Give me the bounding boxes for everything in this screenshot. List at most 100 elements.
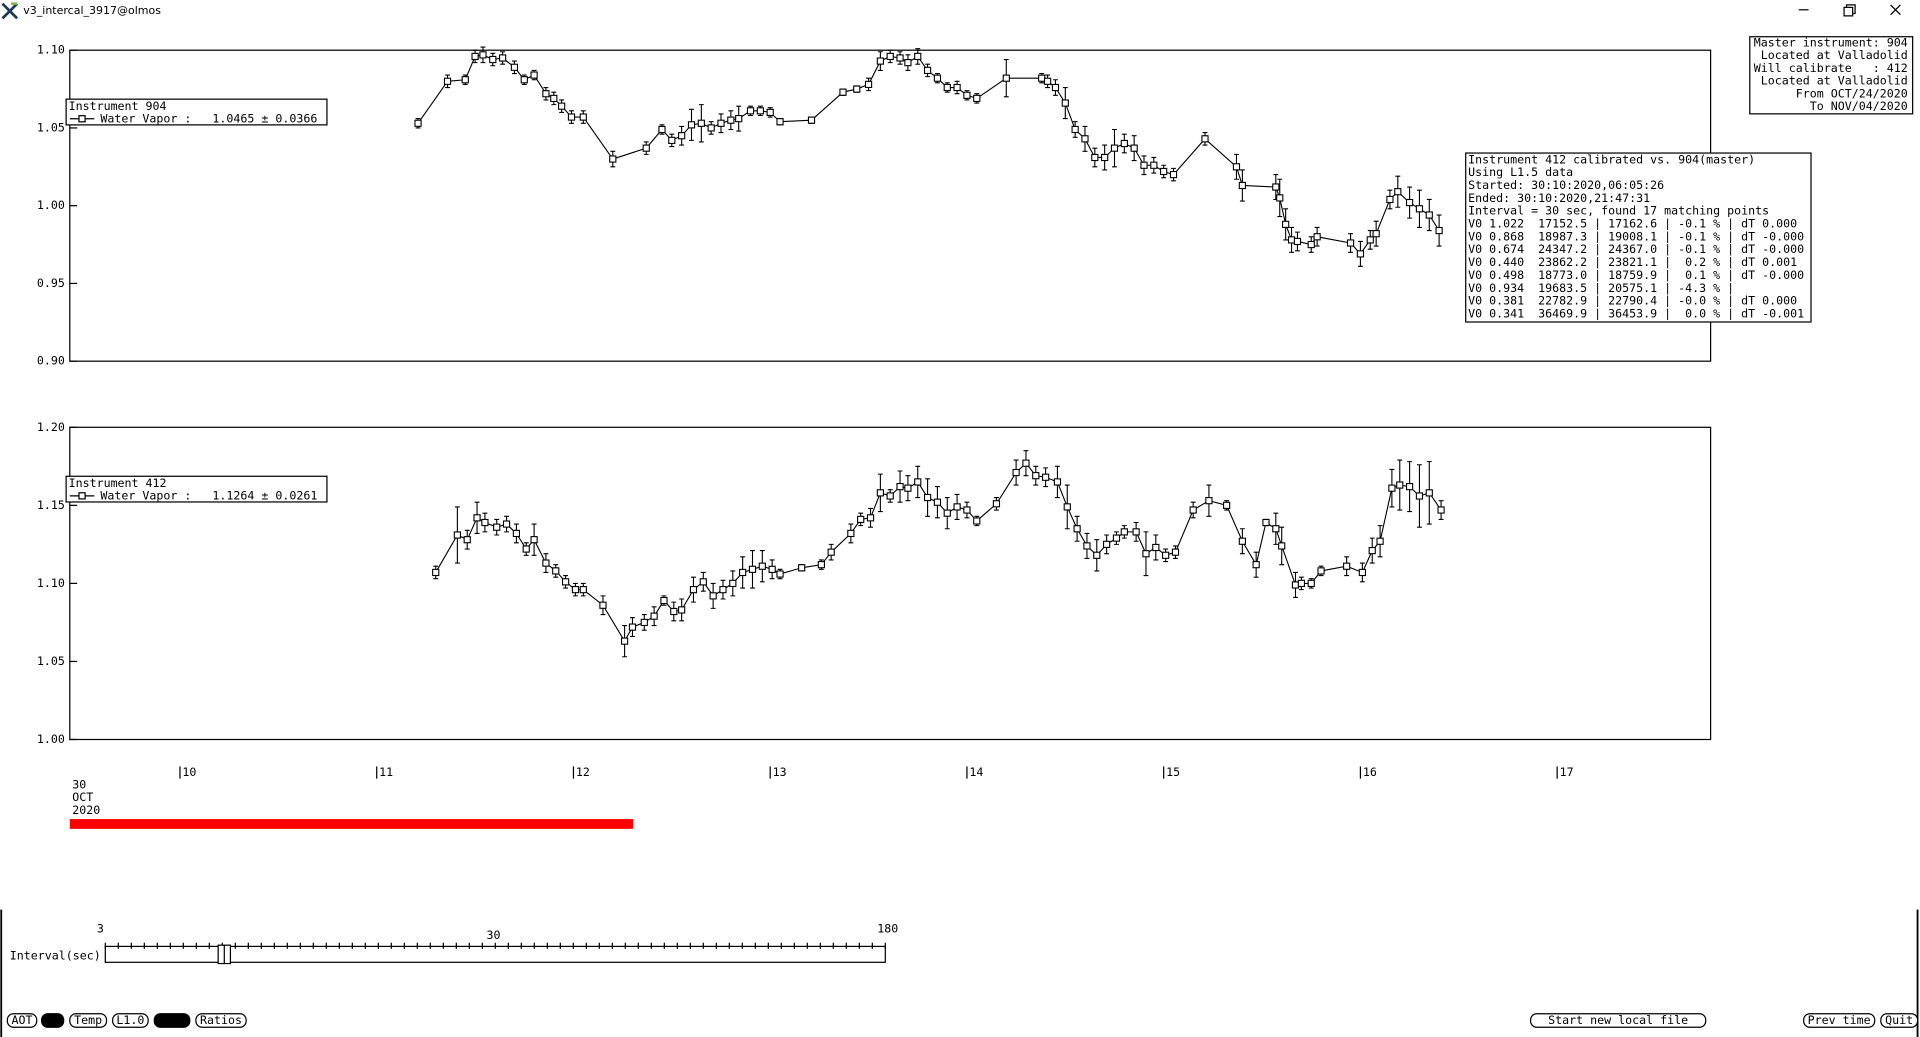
data-point (530, 536, 538, 544)
data-point (609, 155, 617, 163)
data-point (489, 55, 497, 64)
slider-scale-label: 3 (97, 922, 104, 936)
data-point (1287, 236, 1296, 244)
data-point (768, 565, 776, 573)
data-point (1437, 506, 1445, 514)
button[interactable] (153, 1013, 191, 1028)
data-point (512, 529, 521, 538)
data-point (579, 113, 587, 121)
restore-button[interactable] (1843, 4, 1856, 17)
button[interactable] (41, 1013, 65, 1028)
button[interactable] (1880, 1013, 1919, 1028)
data-point (1042, 473, 1050, 481)
window-title: v3_intercal_3917@olmos (23, 4, 161, 17)
data-point (493, 523, 501, 531)
data-point (620, 637, 629, 645)
button[interactable] (112, 1013, 149, 1028)
close-button[interactable] (1890, 4, 1901, 16)
data-point (660, 596, 668, 605)
data-point (1012, 468, 1020, 477)
button[interactable] (1530, 1013, 1707, 1028)
panel-border (0, 909, 1919, 1037)
legend-instrument: Instrument 904 (69, 99, 167, 113)
data-point (1396, 481, 1404, 489)
button-label[interactable]: Prev time (1808, 1013, 1871, 1027)
data-point (1063, 503, 1071, 511)
data-point (798, 564, 806, 572)
data-point (678, 606, 686, 614)
info-line: V0 1.022 17152.5 | 17162.6 | -0.1 % | dT… (1468, 217, 1797, 232)
data-point (933, 74, 942, 82)
button-label[interactable]: Quit (1885, 1013, 1913, 1027)
data-point (1112, 534, 1121, 542)
data-point (963, 506, 971, 514)
data-point (1232, 163, 1241, 171)
data-point (1415, 205, 1424, 213)
button-label[interactable]: Temp (74, 1013, 102, 1027)
data-point (1307, 579, 1315, 588)
data-point (857, 515, 865, 523)
y-tick-label: 1.15 (37, 498, 65, 512)
button[interactable] (6, 1013, 38, 1028)
data-point (1132, 528, 1140, 536)
button-label[interactable]: L1.5 (158, 1013, 186, 1027)
data-point (776, 118, 784, 126)
button-label[interactable]: L1.0 (116, 1013, 144, 1027)
data-point (502, 520, 511, 528)
button-label[interactable]: AOT (12, 1013, 33, 1027)
data-point (876, 489, 884, 497)
data-point (973, 517, 981, 525)
info-line: Located at Valladolid (1754, 74, 1908, 88)
data-point (748, 565, 757, 573)
data-point (1356, 250, 1365, 258)
data-point (1386, 195, 1394, 204)
data-point (697, 119, 705, 127)
button[interactable] (69, 1013, 108, 1028)
data-point (1388, 484, 1396, 492)
data-point (1368, 546, 1376, 555)
data-point (756, 107, 764, 115)
data-point (1038, 74, 1046, 82)
data-point (461, 76, 469, 84)
info-line: Interval = 30 sec, found 17 matching poi… (1468, 204, 1769, 218)
data-point (1282, 220, 1290, 228)
data-point (1160, 167, 1168, 176)
data-point (481, 518, 489, 527)
legend-instrument: Instrument 412 (69, 476, 167, 490)
button[interactable] (1803, 1013, 1876, 1028)
x-tick-label: 15 (1166, 765, 1180, 779)
button-label[interactable]: Ratios (200, 1013, 242, 1027)
data-point (963, 91, 971, 99)
data-point (1201, 135, 1209, 143)
slider-scale-label: 30 (486, 928, 500, 942)
data-point (1169, 170, 1178, 179)
info-line: Ended: 30:10:2020,21:47:31 (1468, 191, 1650, 205)
y-tick-label: 1.05 (37, 654, 65, 668)
info-line: Using L1.5 data (1468, 165, 1573, 179)
data-point (1435, 226, 1443, 235)
button[interactable] (195, 1013, 247, 1028)
x-tick-label: 14 (969, 765, 983, 779)
data-point (650, 612, 658, 620)
y-tick-label: 1.20 (37, 420, 65, 434)
info-line: Will calibrate : 412 (1754, 61, 1908, 75)
data-point (727, 116, 735, 124)
data-point (1238, 181, 1246, 190)
button-label[interactable]: Start new local file (1548, 1013, 1688, 1027)
date-label: 2020 (72, 803, 100, 817)
data-point (817, 561, 825, 569)
data-point (864, 80, 873, 89)
data-point (687, 121, 696, 129)
data-point (953, 83, 961, 92)
data-point (499, 54, 507, 62)
data-point (628, 623, 637, 631)
y-tick-label: 1.05 (37, 120, 65, 134)
data-point (567, 113, 576, 121)
data-point (1120, 528, 1128, 536)
y-tick-label: 1.10 (37, 43, 65, 57)
data-point (473, 514, 481, 522)
data-point (1081, 135, 1089, 143)
button-label[interactable]: WV (46, 1013, 60, 1027)
data-point (758, 562, 766, 570)
data-point (973, 94, 981, 103)
